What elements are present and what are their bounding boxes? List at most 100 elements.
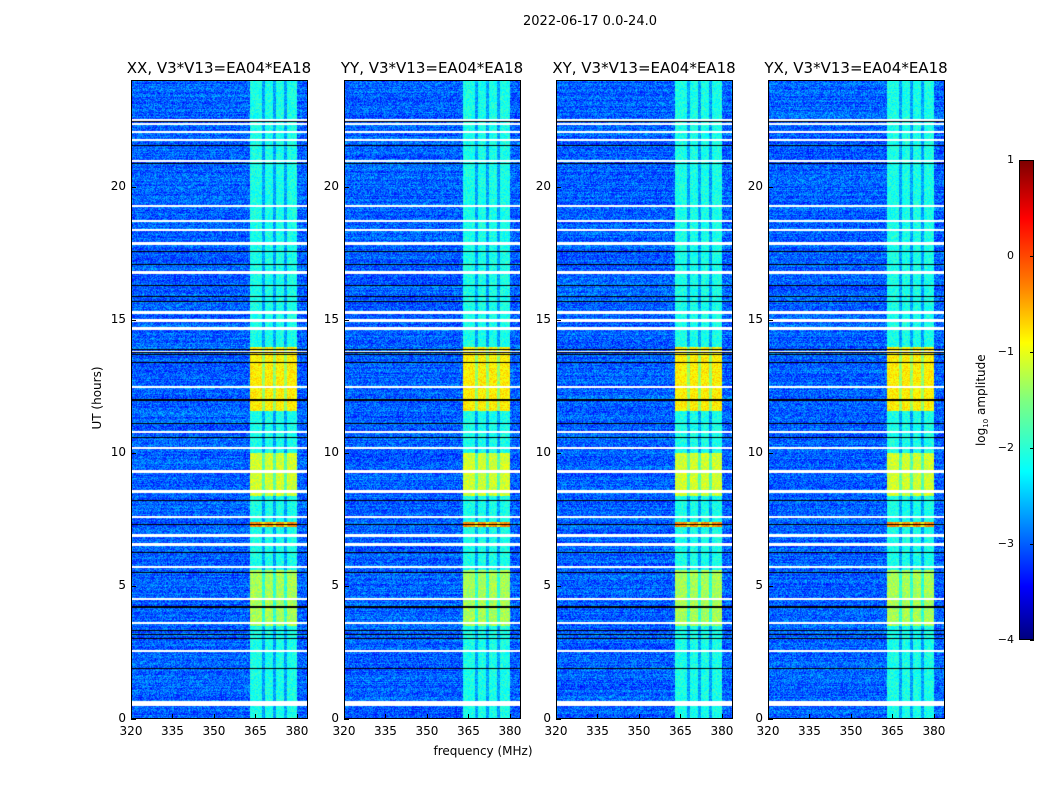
x-tick-label: 365 (457, 724, 480, 738)
y-tick-label: 10 (535, 444, 551, 459)
colorbar-tick-mark (1030, 448, 1034, 449)
panel-title: YX, V3*V13=EA04*EA18 (764, 59, 948, 77)
colorbar (1019, 160, 1034, 640)
colorbar-tick-label: −1 (997, 345, 1014, 358)
colorbar-tick-label: −3 (997, 537, 1014, 550)
x-tick-label: 320 (332, 724, 356, 738)
panel-title: YY, V3*V13=EA04*EA18 (340, 59, 524, 77)
y-tick-mark (768, 319, 773, 321)
heatmap-panel (344, 80, 521, 719)
y-tick-mark (768, 585, 773, 587)
y-tick-label: 0 (331, 711, 339, 725)
y-tick-mark (768, 186, 773, 188)
colorbar-tick-label: −2 (997, 441, 1014, 454)
x-tick-mark (344, 714, 345, 719)
x-tick-label: 335 (586, 724, 609, 738)
y-tick-label: 10 (323, 444, 339, 459)
y-tick-label: 5 (543, 577, 551, 592)
x-tick-mark (768, 714, 769, 719)
y-tick-label: 0 (118, 711, 126, 725)
colorbar-tick-label: 0 (1007, 249, 1014, 262)
x-tick-mark (213, 714, 215, 719)
panel-title: XX, V3*V13=EA04*EA18 (126, 59, 312, 77)
y-tick-label: 10 (110, 444, 126, 459)
y-tick-mark (131, 319, 136, 321)
y-tick-label: 20 (110, 178, 126, 193)
y-tick-mark (556, 319, 561, 321)
x-tick-label: 365 (881, 724, 904, 738)
x-tick-label: 350 (839, 724, 863, 738)
y-tick-label: 20 (323, 178, 339, 193)
y-tick-mark (768, 452, 773, 454)
y-tick-label: 10 (747, 444, 763, 459)
y-tick-mark (556, 452, 561, 454)
y-tick-mark (344, 719, 349, 720)
colorbar-tick-label: 1 (1007, 153, 1014, 166)
y-tick-label: 5 (755, 577, 763, 592)
heatmap-panel (768, 80, 945, 719)
x-tick-mark (638, 714, 640, 719)
y-tick-mark (344, 319, 349, 321)
y-tick-mark (344, 452, 349, 454)
x-tick-mark (809, 714, 811, 719)
y-tick-label: 5 (118, 577, 126, 592)
x-tick-mark (721, 714, 723, 719)
x-axis-label: frequency (MHz) (433, 744, 533, 758)
x-tick-mark (468, 714, 470, 719)
x-tick-label: 365 (244, 724, 267, 738)
y-tick-label: 15 (323, 311, 339, 326)
y-tick-mark (131, 452, 136, 454)
colorbar-tick-mark (1030, 160, 1034, 161)
x-tick-label: 320 (756, 724, 780, 738)
colorbar-tick-mark (1030, 256, 1034, 257)
x-tick-mark (426, 714, 428, 719)
heatmap-canvas (345, 81, 520, 718)
x-tick-mark (255, 714, 257, 719)
x-tick-mark (131, 714, 132, 719)
x-tick-mark (296, 714, 298, 719)
x-tick-label: 320 (119, 724, 143, 738)
y-tick-label: 0 (543, 711, 551, 725)
y-tick-mark (131, 585, 136, 587)
heatmap-panel (131, 80, 308, 719)
x-tick-label: 365 (669, 724, 692, 738)
y-tick-label: 0 (755, 711, 763, 725)
x-tick-mark (172, 714, 174, 719)
x-tick-label: 320 (544, 724, 568, 738)
colorbar-tick-mark (1030, 544, 1034, 545)
x-tick-mark (556, 714, 557, 719)
x-tick-mark (597, 714, 599, 719)
x-tick-mark (892, 714, 894, 719)
x-tick-label: 335 (374, 724, 397, 738)
x-tick-mark (509, 714, 511, 719)
y-axis-label: UT (hours) (90, 366, 104, 430)
y-tick-label: 15 (747, 311, 763, 326)
x-tick-mark (850, 714, 852, 719)
x-tick-label: 380 (922, 724, 946, 738)
heatmap-canvas (132, 81, 307, 718)
colorbar-tick-mark (1030, 352, 1034, 353)
y-tick-label: 15 (110, 311, 126, 326)
y-tick-mark (556, 186, 561, 188)
x-tick-mark (385, 714, 387, 719)
y-tick-mark (344, 585, 349, 587)
colorbar-tick-mark (1030, 640, 1034, 641)
panel-title: XY, V3*V13=EA04*EA18 (552, 59, 736, 77)
x-tick-label: 335 (161, 724, 184, 738)
x-tick-label: 335 (798, 724, 821, 738)
x-tick-label: 380 (498, 724, 522, 738)
x-tick-label: 350 (627, 724, 651, 738)
y-tick-label: 20 (747, 178, 763, 193)
colorbar-label: log10 amplitude (973, 354, 991, 447)
colorbar-tick-label: −4 (997, 633, 1014, 646)
x-tick-label: 380 (710, 724, 734, 738)
y-tick-label: 20 (535, 178, 551, 193)
y-tick-mark (768, 719, 773, 720)
y-tick-mark (344, 186, 349, 188)
y-tick-mark (131, 719, 136, 720)
y-tick-mark (556, 585, 561, 587)
x-tick-mark (680, 714, 682, 719)
heatmap-canvas (769, 81, 944, 718)
y-tick-label: 5 (331, 577, 339, 592)
